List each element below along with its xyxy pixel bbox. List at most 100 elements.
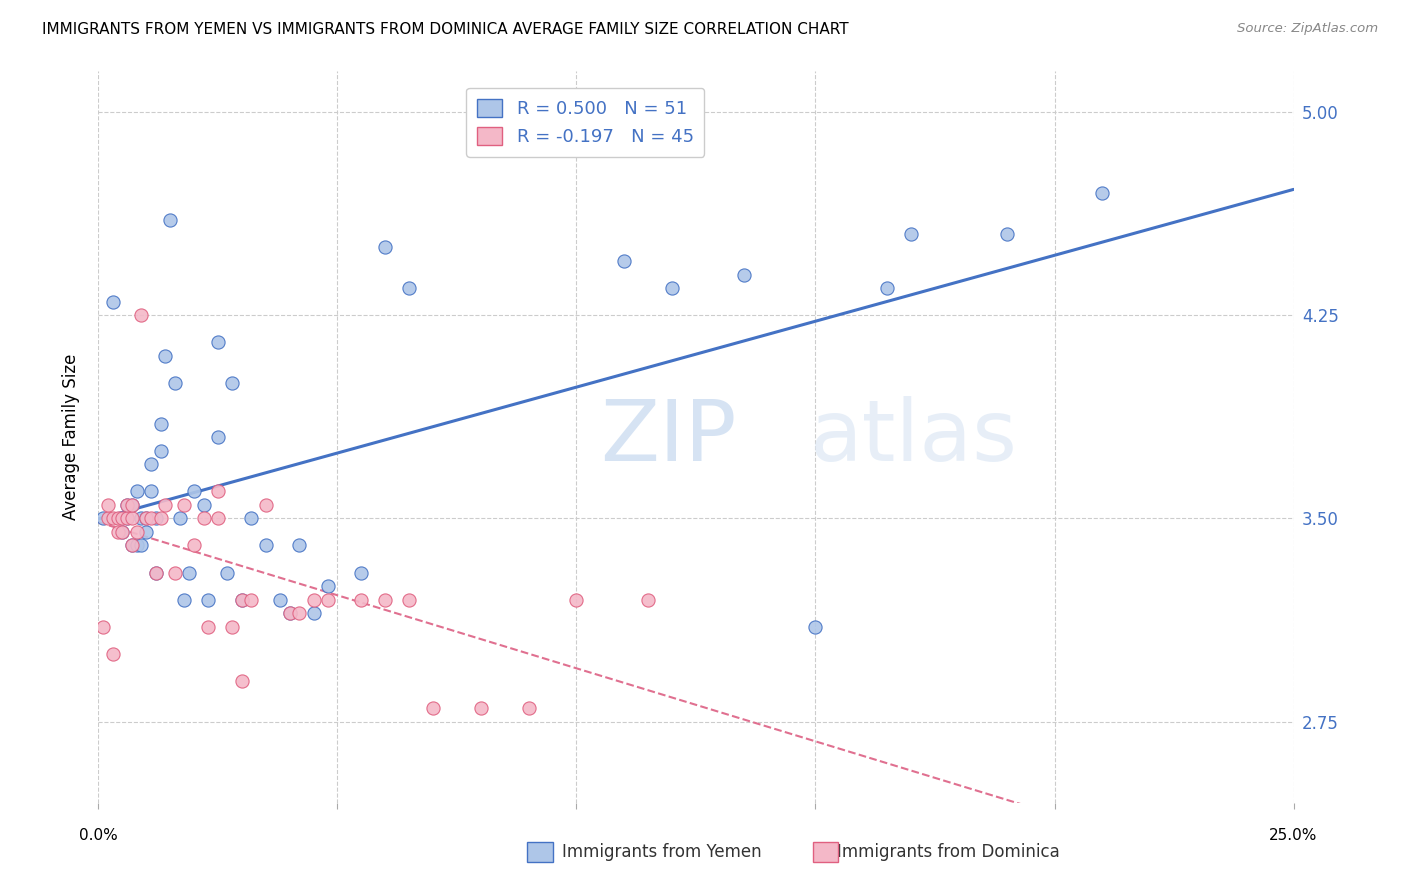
Text: Immigrants from Yemen: Immigrants from Yemen — [562, 843, 762, 861]
Point — [121, 498, 143, 512]
Point — [278, 606, 301, 620]
Point — [159, 213, 181, 227]
Point — [350, 566, 373, 580]
Point — [231, 592, 253, 607]
Point — [97, 498, 120, 512]
Point — [207, 511, 229, 525]
Point — [288, 538, 311, 552]
Point — [207, 484, 229, 499]
Point — [207, 335, 229, 350]
Point — [169, 511, 191, 525]
Point — [269, 592, 291, 607]
Point — [302, 592, 325, 607]
Point — [288, 606, 311, 620]
Point — [517, 701, 540, 715]
Point — [231, 673, 253, 688]
Point — [135, 511, 157, 525]
Point — [139, 511, 162, 525]
Text: Immigrants from Dominica: Immigrants from Dominica — [837, 843, 1059, 861]
Point — [374, 240, 396, 254]
Point — [115, 498, 138, 512]
Text: 25.0%: 25.0% — [1270, 828, 1317, 843]
Point — [111, 524, 134, 539]
Point — [97, 511, 120, 525]
Point — [91, 511, 114, 525]
Point — [221, 376, 243, 390]
Text: atlas: atlas — [810, 395, 1018, 479]
Point — [240, 592, 263, 607]
Point — [876, 281, 898, 295]
Point — [115, 511, 138, 525]
Point — [101, 294, 124, 309]
Point — [1091, 186, 1114, 201]
Point — [613, 254, 636, 268]
Point — [398, 281, 420, 295]
Point — [231, 592, 253, 607]
Point — [121, 538, 143, 552]
Point — [422, 701, 444, 715]
Point — [121, 498, 143, 512]
Point — [91, 620, 114, 634]
Point — [149, 417, 172, 431]
Point — [149, 511, 172, 525]
Y-axis label: Average Family Size: Average Family Size — [62, 354, 80, 520]
Legend: R = 0.500   N = 51, R = -0.197   N = 45: R = 0.500 N = 51, R = -0.197 N = 45 — [465, 87, 704, 157]
Point — [350, 592, 373, 607]
Point — [163, 566, 186, 580]
Text: ZIP: ZIP — [600, 395, 737, 479]
Point — [193, 511, 215, 525]
Point — [316, 592, 339, 607]
Point — [995, 227, 1018, 241]
Point — [131, 538, 153, 552]
Point — [278, 606, 301, 620]
Point — [565, 592, 588, 607]
Point — [221, 620, 243, 634]
Point — [302, 606, 325, 620]
Text: 0.0%: 0.0% — [79, 828, 118, 843]
Point — [804, 620, 827, 634]
Point — [121, 511, 143, 525]
Point — [179, 566, 201, 580]
Point — [398, 592, 420, 607]
Point — [125, 524, 148, 539]
Point — [240, 511, 263, 525]
Point — [254, 538, 277, 552]
Point — [131, 308, 153, 322]
Text: IMMIGRANTS FROM YEMEN VS IMMIGRANTS FROM DOMINICA AVERAGE FAMILY SIZE CORRELATIO: IMMIGRANTS FROM YEMEN VS IMMIGRANTS FROM… — [42, 22, 849, 37]
Point — [207, 430, 229, 444]
Point — [111, 511, 134, 525]
Text: Source: ZipAtlas.com: Source: ZipAtlas.com — [1237, 22, 1378, 36]
Point — [115, 511, 138, 525]
Point — [197, 620, 219, 634]
Point — [101, 647, 124, 661]
Point — [217, 566, 239, 580]
Point — [135, 511, 157, 525]
Point — [125, 484, 148, 499]
Point — [107, 524, 129, 539]
Point — [139, 484, 162, 499]
Point — [155, 498, 177, 512]
Point — [661, 281, 683, 295]
Point — [183, 538, 205, 552]
Point — [121, 538, 143, 552]
Point — [637, 592, 659, 607]
Point — [254, 498, 277, 512]
Point — [173, 592, 195, 607]
Point — [197, 592, 219, 607]
Point — [145, 511, 167, 525]
Point — [139, 457, 162, 471]
Point — [163, 376, 186, 390]
Point — [374, 592, 396, 607]
Point — [173, 498, 195, 512]
Point — [900, 227, 922, 241]
Point — [115, 498, 138, 512]
Point — [149, 443, 172, 458]
Point — [135, 524, 157, 539]
Point — [183, 484, 205, 499]
Point — [145, 566, 167, 580]
Point — [101, 511, 124, 525]
Point — [131, 511, 153, 525]
Point — [733, 268, 755, 282]
Point — [111, 524, 134, 539]
Point — [145, 566, 167, 580]
